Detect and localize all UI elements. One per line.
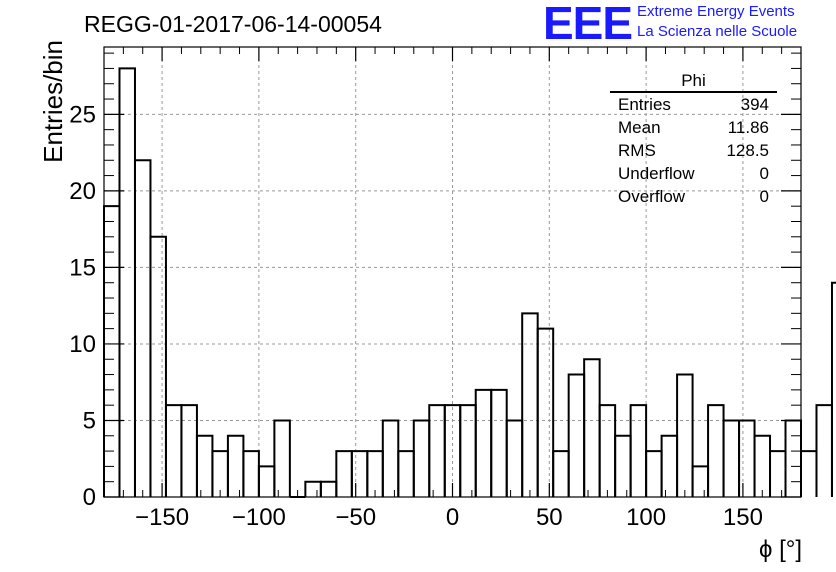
histogram-bin [769,450,787,497]
x-tick-label: −100 [232,504,286,531]
histogram-bin [567,373,586,497]
histogram-bin [195,434,214,497]
histogram-bin [118,67,136,497]
chart-title: REGG-01-2017-06-14-00054 [84,11,382,37]
histogram-bin [521,312,539,497]
histogram-bin [381,419,400,497]
histogram-bin [350,450,369,497]
histogram-bin [319,480,338,497]
eee-logo: EEE [543,0,633,49]
histogram-bin [598,404,617,497]
histogram-bin [722,419,741,497]
histogram-bin [738,419,756,497]
histogram-bin [552,450,570,497]
stats-label: Underflow [618,164,695,183]
x-tick-label: 150 [723,504,763,531]
histogram-bin [536,327,555,497]
stats-value: 0 [759,187,769,206]
stats-row: Overflow 0 [610,185,777,208]
stats-box-title: Phi [610,70,777,93]
x-tick-label: −150 [135,504,189,531]
x-axis-label: ϕ [°] [758,536,802,563]
histogram-bin [815,404,833,497]
histogram-bin [583,358,601,497]
stats-value: 0 [759,164,769,183]
stats-rows: Entries 394 Mean 11.86 RMS 128.5 Underfl… [610,93,777,208]
grid-lines [104,47,801,497]
x-tick-label: −50 [335,504,376,531]
logo-caption-line1: Extreme Energy Events [637,3,795,20]
y-tick-label: 25 [69,101,96,128]
histogram-bin [505,419,524,497]
stats-value: 11.86 [727,118,769,137]
stats-label: Overflow [618,187,686,206]
logo-caption-line2: La Scienza nelle Scuole [637,23,798,40]
histogram-bin [164,404,183,497]
stats-row: Underflow 0 [610,162,777,185]
histogram-bin [629,404,648,497]
histogram-bin [830,281,836,497]
tick-labels: −150 −100 −50 0 50 100 150 0 5 10 15 20 25 [69,101,763,531]
logo-caption: Extreme Energy Events La Scienza nelle S… [637,2,797,42]
x-tick-label: 100 [626,504,666,531]
histogram-bin [257,465,276,497]
stats-label: Entries [618,95,671,114]
histogram-bin [691,465,710,497]
y-tick-label: 15 [69,254,96,281]
stats-row: RMS 128.5 [610,139,777,162]
stats-label: RMS [618,141,656,160]
histogram-bin [474,388,493,497]
histogram-bin [459,404,477,497]
histogram-bin [335,450,353,497]
y-tick-label: 20 [69,178,96,205]
stats-row: Mean 11.86 [610,116,777,139]
y-tick-label: 5 [83,407,96,434]
histogram-bin [428,404,446,497]
stats-row: Entries 394 [610,93,777,116]
axis-ticks [103,47,802,498]
histogram-bin [800,450,818,497]
histogram-bin [242,450,260,497]
stats-value: 128.5 [726,141,769,160]
stats-value: 394 [740,95,769,114]
histogram-bin [103,205,121,497]
histogram-bin [490,388,508,497]
histogram-bin [660,434,679,497]
x-tick-label: 50 [536,504,563,531]
histogram-bin [784,419,802,497]
histogram-bin [412,419,431,497]
stats-label: Mean [618,118,661,137]
histogram-bin [226,434,245,497]
histogram-bin [676,373,694,497]
y-tick-label: 0 [83,484,96,511]
y-axis-label: Entries/bin [6,40,68,190]
histogram-bin [149,235,167,497]
y-tick-label: 10 [69,331,96,358]
histogram-bin [614,434,632,497]
histogram-bin [180,404,198,497]
stats-box: Phi Entries 394 Mean 11.86 RMS 128.5 Und… [610,70,777,208]
histogram-bin [133,159,152,497]
histogram-bin [645,450,663,497]
y-axis-label-text: Entries/bin [38,40,68,163]
x-tick-label: 0 [446,504,459,531]
histogram-bin [397,450,415,497]
histogram-bin [273,419,291,497]
histogram-bin [707,404,725,497]
histogram-bin [753,434,772,497]
histogram-bin [304,480,322,497]
